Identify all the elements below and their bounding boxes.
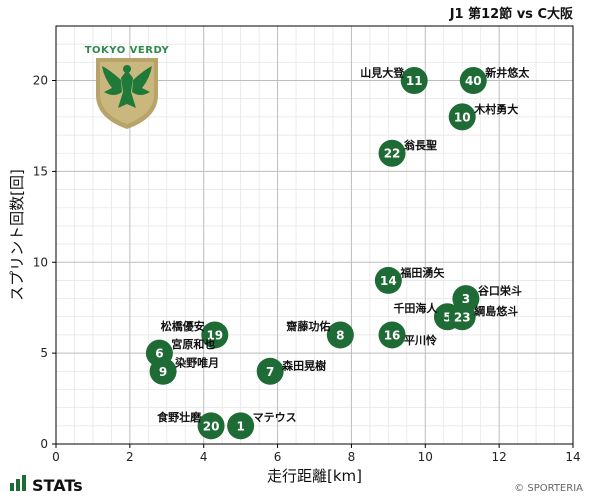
player-name-label: 山見大登	[360, 66, 405, 80]
x-axis-ticks: 0 2 4 6 8 10 12 14	[52, 444, 581, 464]
point-marker	[227, 412, 255, 440]
player-name-label: 染野唯月	[175, 355, 219, 369]
data-point: 16 平川怜	[378, 321, 437, 349]
stats-brand: STATs	[10, 475, 83, 495]
brand-bar-2	[16, 479, 20, 491]
y-axis-title: スプリント回数[回]	[8, 169, 26, 301]
jersey-number-label: 6	[155, 347, 163, 361]
player-name-label: マテウス	[253, 411, 297, 424]
point-marker	[448, 303, 476, 331]
jersey-number-label: 23	[454, 310, 471, 324]
brand-name: STATs	[32, 476, 83, 495]
player-name-label: 齋藤功佑	[285, 319, 330, 333]
jersey-number-label: 40	[465, 74, 482, 88]
brand-bar-1	[10, 483, 14, 491]
jersey-number-label: 7	[266, 365, 274, 379]
jersey-number-label: 14	[380, 274, 397, 288]
minor-grid	[56, 25, 573, 444]
jersey-number-label: 11	[406, 74, 423, 88]
player-name-label: 平川怜	[404, 333, 437, 347]
tokyo-verdy-logo: TOKYO VERDY	[85, 45, 170, 129]
point-marker	[400, 67, 428, 95]
point-marker	[326, 321, 354, 349]
player-name-label: 千田海人	[393, 301, 438, 315]
chart-title: J1 第12節 vs C大阪	[449, 6, 574, 22]
point-marker	[448, 103, 476, 131]
x-tick-label: 14	[565, 450, 580, 464]
data-point: 7 森田晃樹	[256, 357, 326, 385]
x-axis-title: 走行距離[km]	[267, 467, 362, 485]
point-marker	[459, 67, 487, 95]
jersey-number-label: 1	[236, 419, 244, 433]
player-name-label: 綱島悠斗	[474, 304, 518, 318]
jersey-number-label: 3	[462, 292, 470, 306]
jersey-number-label: 8	[336, 328, 344, 342]
player-name-label: 食野壮磨	[157, 410, 202, 424]
player-name-label: 翁長聖	[404, 138, 437, 152]
player-name-label: 谷口栄斗	[478, 284, 522, 298]
y-tick-label: 10	[33, 255, 48, 269]
x-tick-label: 4	[200, 450, 208, 464]
y-tick-label: 0	[40, 437, 48, 451]
data-point: 1 マテウス	[227, 411, 297, 440]
point-marker	[149, 357, 177, 385]
data-point: 9 染野唯月	[149, 355, 219, 385]
x-tick-label: 8	[348, 450, 356, 464]
x-tick-label: 12	[492, 450, 507, 464]
player-name-label: 福田湧矢	[399, 265, 445, 279]
point-marker	[378, 139, 406, 167]
jersey-number-label: 19	[206, 328, 223, 342]
logo-wordmark: TOKYO VERDY	[85, 45, 170, 56]
point-marker	[374, 266, 402, 294]
point-marker	[201, 321, 229, 349]
brand-bar-3	[22, 475, 26, 491]
x-tick-label: 10	[418, 450, 433, 464]
jersey-number-label: 20	[203, 419, 220, 433]
player-name-label: 宮原和也	[171, 337, 215, 351]
point-marker	[256, 357, 284, 385]
player-name-label: 木村勇大	[473, 102, 518, 116]
y-axis-ticks: 0 5 10 15 20	[33, 74, 56, 451]
data-point: 8 齋藤功佑	[285, 319, 354, 349]
jersey-number-label: 5	[443, 310, 451, 324]
x-tick-label: 6	[274, 450, 282, 464]
jersey-number-label: 9	[159, 365, 167, 379]
plot-frame	[55, 25, 574, 445]
x-tick-label: 2	[126, 450, 134, 464]
x-tick-label: 0	[52, 450, 60, 464]
copyright: © SPORTERIA	[514, 483, 583, 494]
jersey-number-label: 10	[454, 110, 471, 124]
player-name-label: 松橋優安	[161, 319, 205, 333]
y-tick-label: 5	[40, 346, 48, 360]
player-name-label: 森田晃樹	[282, 358, 326, 372]
jersey-number-label: 22	[384, 147, 401, 161]
point-marker	[197, 412, 225, 440]
y-tick-label: 15	[33, 164, 48, 178]
point-marker	[378, 321, 406, 349]
data-point: 23 綱島悠斗	[448, 303, 518, 331]
jersey-number-label: 16	[384, 328, 401, 342]
player-name-label: 新井悠太	[485, 66, 530, 80]
y-tick-label: 20	[33, 74, 48, 88]
